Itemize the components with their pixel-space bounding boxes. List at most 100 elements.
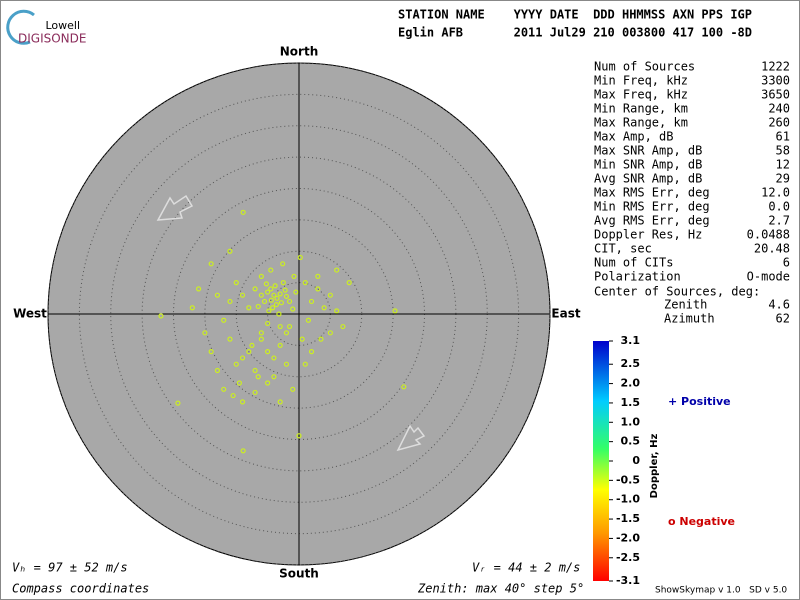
colorbar-tick-label: 2.0 — [621, 377, 641, 390]
center-label: Zenith — [664, 298, 707, 312]
logo-top: Lowell — [45, 19, 80, 32]
source-point — [246, 349, 252, 355]
source-point — [291, 273, 297, 279]
stat-label: Num of CITs — [594, 256, 673, 270]
compass-label: West — [13, 307, 47, 321]
source-point — [280, 280, 286, 286]
source-point — [293, 289, 299, 295]
stat-value: O-mode — [747, 270, 790, 284]
vh-text: Vₕ = 97 ± 52 m/s — [12, 561, 128, 575]
source-point — [255, 303, 261, 310]
header-line: Eglin AFB 2011 Jul29 210 003800 417 100 … — [398, 26, 752, 40]
center-value: 4.6 — [768, 298, 790, 312]
source-point — [230, 392, 236, 399]
stat-label: Max RMS Err, deg — [594, 186, 710, 200]
source-point — [233, 361, 239, 367]
source-point — [340, 323, 346, 330]
source-point — [290, 306, 296, 312]
legend-positive: + Positive — [668, 395, 731, 408]
source-point — [327, 330, 333, 336]
source-point — [318, 336, 324, 342]
version-text: ShowSkymap v 1.0 SD v 5.0 — [655, 586, 787, 596]
source-point — [214, 292, 221, 298]
source-point — [271, 355, 277, 361]
source-point — [296, 433, 302, 439]
source-point — [175, 400, 181, 406]
stat-value: 2.7 — [768, 214, 790, 228]
source-point — [258, 336, 264, 342]
source-point — [286, 298, 293, 305]
source-point — [233, 280, 239, 286]
source-point — [258, 273, 264, 279]
vz-text: Vᵣ = 44 ± 2 m/s — [472, 561, 580, 575]
stat-label: Doppler Res, Hz — [594, 228, 702, 242]
source-point — [208, 261, 214, 267]
source-point — [240, 209, 246, 215]
stat-label: Max Range, km — [594, 116, 688, 130]
stat-label: Min Freq, kHz — [594, 74, 688, 88]
source-point — [258, 330, 264, 336]
stat-value: 3650 — [761, 88, 790, 102]
colorbar-label: Doppler, Hz — [649, 434, 660, 499]
stat-label: Max Freq, kHz — [594, 88, 688, 102]
source-point — [299, 336, 305, 342]
source-point — [286, 323, 293, 330]
center-value: 62 — [776, 312, 790, 326]
source-point — [196, 286, 202, 292]
source-point — [277, 291, 283, 297]
source-point — [283, 361, 290, 367]
source-point — [227, 298, 233, 305]
source-point — [265, 380, 271, 386]
source-point — [239, 355, 246, 361]
source-point — [240, 448, 246, 454]
stat-value: 29 — [776, 172, 790, 186]
header-line: STATION NAME YYYY DATE DDD HHMMSS AXN PP… — [398, 8, 752, 22]
stat-label: Avg RMS Err, deg — [594, 214, 710, 228]
source-point — [297, 254, 303, 261]
colorbar-tick-label: 0 — [632, 454, 640, 467]
source-point — [221, 317, 227, 323]
source-point — [252, 286, 258, 292]
source-point — [189, 305, 195, 311]
source-point — [258, 292, 264, 298]
source-point — [272, 283, 278, 289]
center-title: Center of Sources, deg: — [594, 285, 760, 299]
colorbar — [593, 341, 609, 581]
stat-value: 1222 — [761, 60, 790, 74]
source-point — [202, 330, 208, 336]
source-point — [274, 295, 280, 301]
colorbar-tick-label: -2.5 — [616, 551, 640, 564]
source-point — [283, 330, 290, 336]
colorbar-tick-label: 3.1 — [621, 334, 641, 347]
stat-label: Avg SNR Amp, dB — [594, 172, 702, 186]
stat-value: 12.0 — [761, 186, 790, 200]
compass-label: East — [551, 307, 580, 321]
source-point — [265, 320, 271, 327]
legend-negative: o Negative — [668, 515, 735, 528]
source-point — [280, 261, 286, 267]
colorbar-tick-label: 0.5 — [621, 435, 641, 448]
source-point — [268, 286, 274, 292]
colorbar-tick-label: 1.0 — [621, 415, 641, 428]
stat-value: 0.0488 — [747, 228, 790, 242]
direction-arrow — [156, 194, 194, 221]
colorbar-tick-label: -2.0 — [616, 531, 640, 544]
source-point — [271, 292, 277, 298]
source-point — [252, 389, 258, 396]
source-point — [346, 280, 352, 286]
stat-label: Max SNR Amp, dB — [594, 144, 702, 158]
source-point — [334, 308, 340, 314]
stat-value: 0.0 — [768, 200, 790, 214]
colorbar-tick-label: -3.1 — [616, 574, 640, 587]
source-point — [308, 298, 315, 305]
source-point — [334, 267, 340, 273]
source-point — [249, 342, 255, 348]
stat-value: 3300 — [761, 74, 790, 88]
source-point — [246, 305, 252, 311]
source-point — [239, 292, 246, 298]
source-point — [282, 287, 288, 293]
stat-label: Num of Sources — [594, 60, 695, 74]
center-label: Azimuth — [664, 312, 715, 326]
stat-label: Max Amp, dB — [594, 130, 673, 144]
stat-value: 20.48 — [754, 242, 790, 256]
